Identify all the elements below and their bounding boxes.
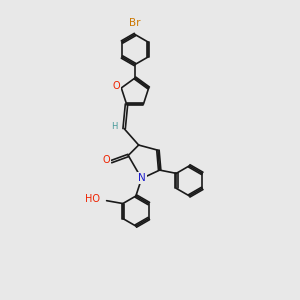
Text: H: H xyxy=(111,122,118,131)
Text: O: O xyxy=(112,82,120,92)
Text: O: O xyxy=(102,155,110,165)
Text: Br: Br xyxy=(129,17,141,28)
Text: HO: HO xyxy=(85,194,100,204)
Text: N: N xyxy=(138,173,146,183)
